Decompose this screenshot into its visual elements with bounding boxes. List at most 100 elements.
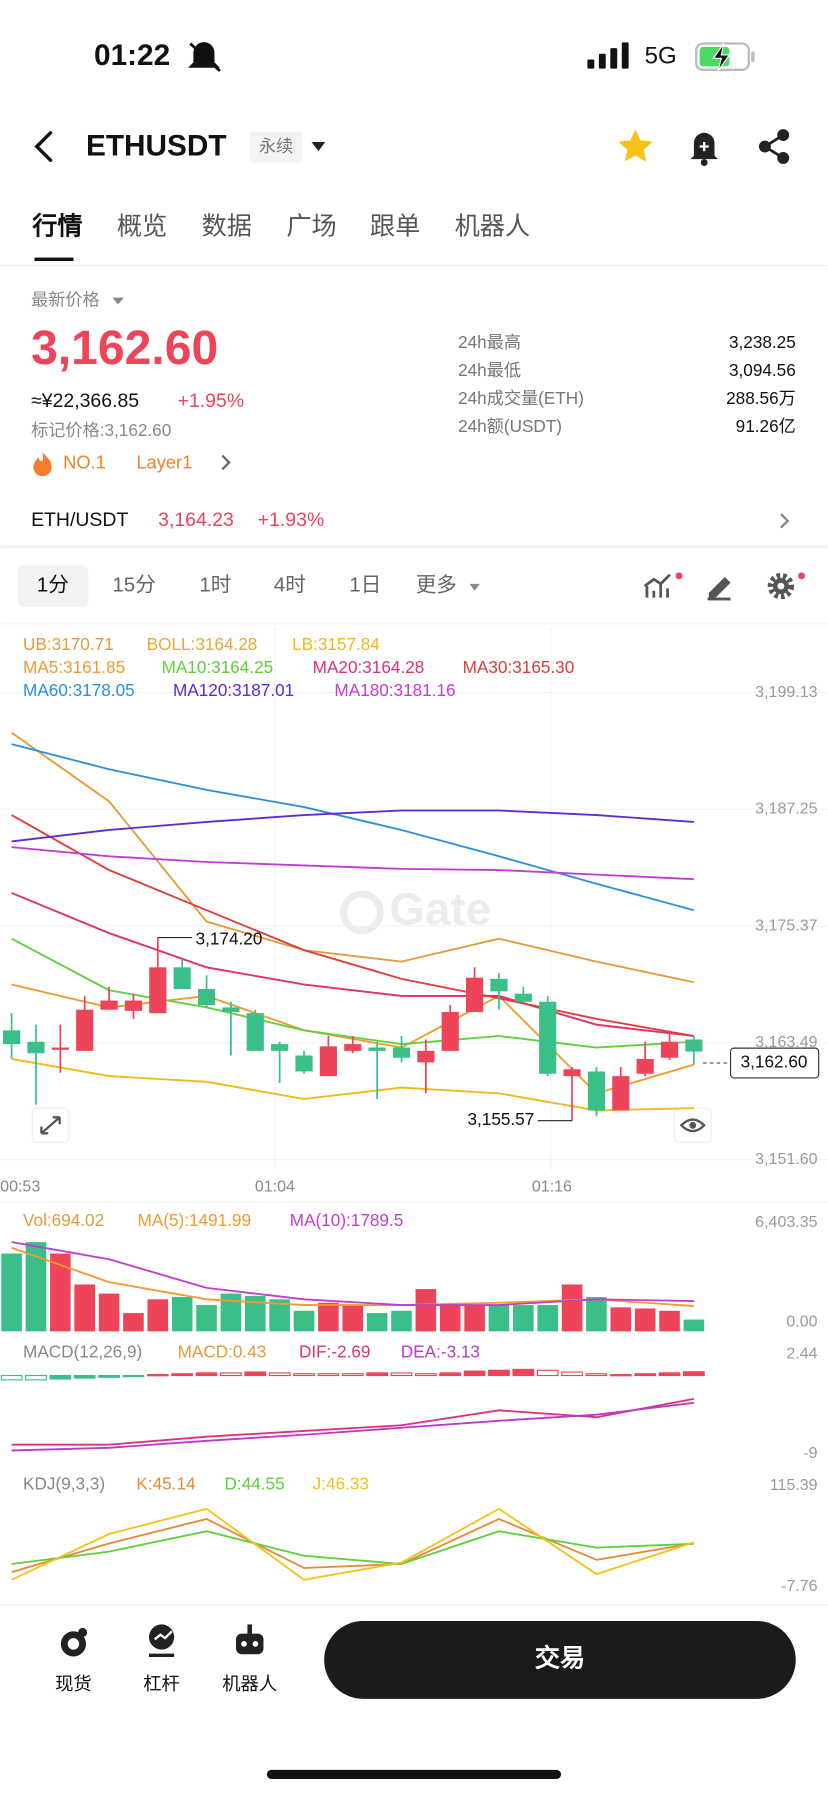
interval[interactable]: 15分 [112,574,156,597]
macd-bar [293,1373,315,1377]
draw-button[interactable] [707,576,731,601]
candle-body [27,1041,45,1054]
spot-chevron[interactable] [780,513,790,529]
fullscreen-button[interactable] [31,1107,70,1144]
alert-button[interactable] [690,132,718,166]
legend-entry: Vol:694.02 [23,1210,104,1230]
candle-body [51,1047,69,1050]
volume-bar [269,1299,290,1332]
macd-bar [49,1374,72,1380]
indicator-line [11,846,694,881]
candle-body [76,1009,94,1051]
back-button[interactable] [34,131,53,162]
tab[interactable]: 机器人 [455,212,531,240]
candle-body [368,1047,386,1051]
macd-bar [512,1368,535,1377]
favorite-button[interactable] [618,129,653,162]
spot-icon[interactable] [60,1627,88,1657]
macd-bar [98,1374,120,1378]
macd-bar [366,1372,388,1377]
y-tick-label: 3,199.13 [755,683,817,701]
interval[interactable]: 1时 [199,574,231,597]
y-tick-label: 3,151.60 [755,1150,817,1168]
volume-bar [415,1289,437,1332]
nav-label[interactable]: 机器人 [222,1673,277,1694]
volume-bar [464,1305,485,1332]
interval[interactable]: 4时 [274,574,306,597]
macd-bar [658,1372,681,1377]
indicator-line [11,1517,695,1573]
macd-bar [122,1374,145,1378]
nav-label[interactable]: 现货 [55,1673,92,1694]
y-tick-label: 3,187.25 [755,800,817,818]
tab[interactable]: 广场 [286,212,336,240]
more-caret [469,583,480,591]
trade-button[interactable] [324,1620,796,1699]
bot-icon[interactable] [235,1624,264,1655]
spot-pair[interactable]: ETH/USDT [31,509,128,531]
last-price-label: 3,162.60 [741,1052,808,1072]
settings-button[interactable] [767,572,805,600]
macd-bar [73,1374,96,1379]
candle-body [295,1055,313,1072]
y-tick-label: 3,175.37 [755,916,817,934]
tag-bg [249,131,303,163]
legend-entry: MA180:3181.16 [334,680,455,700]
indicator-line [11,1401,695,1452]
stat-label: 24h成交量(ETH) [458,388,584,408]
volume-bar [634,1308,656,1332]
sector-chevron[interactable] [221,454,231,471]
macd-bar [683,1371,705,1377]
volume-bar [74,1284,96,1332]
indicator-line [11,743,695,912]
spot-price: 3,164.23 [158,509,234,531]
macd-bar [609,1374,632,1377]
min-label: 3,155.57 [467,1109,534,1129]
tab[interactable]: 数据 [202,212,252,240]
tab[interactable]: 跟单 [370,212,420,240]
candle-body [344,1044,362,1051]
legend-entry: MA10:3164.25 [162,657,274,677]
macd-bar [439,1372,462,1377]
candle-body [392,1047,411,1058]
interval[interactable]: 更多 [416,574,457,597]
dropdown-caret[interactable] [311,141,326,152]
legend-entry: J:46.33 [313,1473,369,1493]
macd-bar [341,1373,364,1377]
indicator-line [11,1241,694,1306]
indicator-button[interactable] [643,572,683,598]
macd-bar [561,1371,583,1377]
visibility-button[interactable] [673,1107,712,1144]
tab[interactable]: 概览 [117,212,167,240]
trade-button-label[interactable]: 交易 [535,1644,585,1673]
macd-bar [414,1373,437,1377]
indicator-line [11,1530,694,1565]
macd-bar [268,1372,291,1377]
volume-bar [293,1310,315,1332]
sector[interactable]: Layer1 [136,451,192,472]
volume-bar [123,1313,144,1332]
volume-bar [439,1305,461,1332]
contract-tag: 永续 [259,136,293,156]
volume-bar [147,1299,169,1332]
interval[interactable]: 1日 [349,574,381,597]
candle-body [271,1044,289,1051]
interval[interactable]: 1分 [37,574,69,597]
indicator-line [11,1058,694,1112]
candle-body [417,1050,435,1063]
macd-bar [585,1373,608,1377]
margin-icon[interactable] [148,1624,175,1658]
rank[interactable]: NO.1 [63,451,106,472]
volume-bar [659,1310,680,1332]
legend-entry: BOLL:3164.28 [147,634,258,654]
volume-bar [1,1253,22,1332]
x-tick-label: 01:04 [255,1177,295,1195]
candle-body [587,1071,606,1111]
nav-label[interactable]: 杠杆 [143,1673,180,1694]
share-button[interactable] [758,129,790,164]
indicator-line [11,731,695,984]
macd-bar [0,1374,23,1381]
tab[interactable]: 行情 [31,212,82,240]
candle-body [514,993,532,1002]
